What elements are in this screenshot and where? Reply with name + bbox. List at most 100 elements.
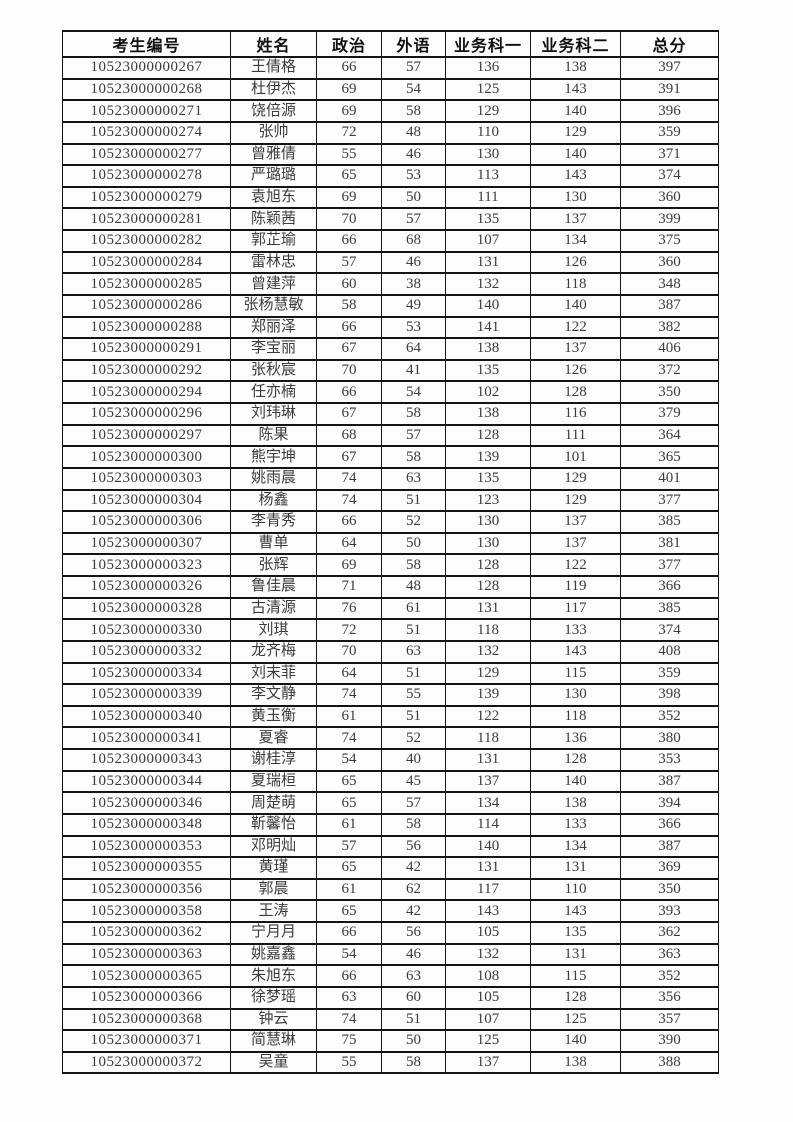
- cell-foreign_lang: 38: [381, 272, 446, 296]
- cell-total: 365: [620, 445, 719, 469]
- cell-subject_two: 129: [530, 466, 621, 491]
- cell-politics: 61: [316, 812, 382, 837]
- table-row: 10523000000267 王倩格 66 57 136 138 397: [62, 56, 719, 80]
- cell-subject_one: 125: [445, 77, 531, 102]
- cell-total: 369: [620, 856, 719, 880]
- cell-subject_one: 136: [445, 56, 531, 80]
- cell-subject_two: 138: [530, 791, 621, 815]
- cell-name: 黄玉衡: [230, 704, 317, 729]
- cell-subject_one: 117: [445, 877, 531, 902]
- cell-total: 371: [620, 142, 719, 167]
- cell-subject_one: 140: [445, 293, 531, 318]
- cell-name: 姚雨晨: [230, 466, 317, 491]
- cell-subject_two: 137: [530, 337, 621, 361]
- cell-total: 396: [620, 99, 719, 123]
- column-header-name: 姓名: [230, 30, 317, 58]
- cell-name: 张辉: [230, 553, 317, 577]
- cell-subject_one: 130: [445, 142, 531, 167]
- cell-name: 古清源: [230, 596, 317, 621]
- exam-score-table-container: 考生编号 姓名 政治 外语 业务科一 业务科二 总分 10523000000267 王倩格 66…: [62, 30, 719, 1075]
- cell-subject_one: 111: [445, 185, 531, 210]
- cell-name: 曾建萍: [230, 272, 317, 296]
- cell-name: 袁旭东: [230, 185, 317, 210]
- cell-foreign_lang: 57: [381, 56, 446, 80]
- cell-subject_two: 143: [530, 77, 621, 102]
- cell-total: 366: [620, 575, 719, 599]
- cell-name: 王倩格: [230, 56, 317, 80]
- cell-foreign_lang: 49: [381, 293, 446, 318]
- cell-foreign_lang: 53: [381, 164, 446, 188]
- cell-subject_one: 107: [445, 229, 531, 253]
- cell-politics: 66: [316, 510, 382, 534]
- cell-candidate_id: 10523000000307: [62, 531, 231, 556]
- cell-candidate_id: 10523000000296: [62, 402, 231, 426]
- cell-foreign_lang: 51: [381, 704, 446, 729]
- table-row: 10523000000277 曾雅倩 55 46 130 140 371: [62, 142, 719, 167]
- cell-politics: 69: [316, 77, 382, 102]
- cell-foreign_lang: 48: [381, 575, 446, 599]
- cell-candidate_id: 10523000000277: [62, 142, 231, 167]
- cell-politics: 60: [316, 272, 382, 296]
- cell-subject_two: 135: [530, 921, 621, 945]
- cell-total: 352: [620, 964, 719, 988]
- cell-subject_one: 139: [445, 445, 531, 469]
- cell-candidate_id: 10523000000300: [62, 445, 231, 469]
- cell-subject_one: 130: [445, 510, 531, 534]
- cell-politics: 75: [316, 1029, 382, 1053]
- cell-foreign_lang: 55: [381, 683, 446, 707]
- cell-foreign_lang: 63: [381, 964, 446, 988]
- cell-total: 401: [620, 466, 719, 491]
- cell-name: 刘玮琳: [230, 402, 317, 426]
- cell-foreign_lang: 51: [381, 618, 446, 642]
- cell-politics: 74: [316, 683, 382, 707]
- cell-subject_two: 115: [530, 964, 621, 988]
- cell-subject_one: 131: [445, 596, 531, 621]
- cell-foreign_lang: 61: [381, 596, 446, 621]
- cell-subject_one: 125: [445, 1029, 531, 1053]
- cell-subject_one: 134: [445, 791, 531, 815]
- cell-subject_two: 137: [530, 510, 621, 534]
- cell-candidate_id: 10523000000330: [62, 618, 231, 642]
- table-row: 10523000000372 吴童 55 58 137 138 388: [62, 1050, 719, 1075]
- cell-subject_one: 138: [445, 402, 531, 426]
- cell-subject_one: 143: [445, 899, 531, 923]
- table-row: 10523000000362 宁月月 66 56 105 135 362: [62, 921, 719, 945]
- table-row: 10523000000281 陈颖茜 70 57 135 137 399: [62, 207, 719, 231]
- cell-subject_one: 132: [445, 639, 531, 664]
- cell-name: 靳馨怡: [230, 812, 317, 837]
- column-header-subject_one: 业务科一: [445, 30, 531, 58]
- cell-foreign_lang: 60: [381, 985, 446, 1010]
- cell-subject_one: 135: [445, 466, 531, 491]
- table-row: 10523000000288 郑丽泽 66 53 141 122 382: [62, 315, 719, 340]
- cell-foreign_lang: 58: [381, 402, 446, 426]
- cell-candidate_id: 10523000000339: [62, 683, 231, 707]
- cell-name: 陈颖茜: [230, 207, 317, 231]
- cell-foreign_lang: 51: [381, 1007, 446, 1032]
- cell-subject_one: 131: [445, 856, 531, 880]
- cell-candidate_id: 10523000000362: [62, 921, 231, 945]
- cell-name: 郭晨: [230, 877, 317, 902]
- cell-foreign_lang: 56: [381, 921, 446, 945]
- cell-politics: 72: [316, 120, 382, 145]
- cell-candidate_id: 10523000000323: [62, 553, 231, 577]
- cell-subject_one: 128: [445, 423, 531, 448]
- cell-candidate_id: 10523000000267: [62, 56, 231, 80]
- cell-candidate_id: 10523000000278: [62, 164, 231, 188]
- cell-subject_one: 139: [445, 683, 531, 707]
- cell-total: 387: [620, 769, 719, 794]
- cell-name: 朱旭东: [230, 964, 317, 988]
- cell-subject_two: 134: [530, 834, 621, 859]
- cell-subject_two: 129: [530, 120, 621, 145]
- cell-subject_one: 118: [445, 618, 531, 642]
- cell-name: 周楚萌: [230, 791, 317, 815]
- table-row: 10523000000344 夏瑞桓 65 45 137 140 387: [62, 769, 719, 794]
- cell-name: 龙齐梅: [230, 639, 317, 664]
- cell-foreign_lang: 46: [381, 142, 446, 167]
- cell-politics: 65: [316, 164, 382, 188]
- cell-subject_two: 125: [530, 1007, 621, 1032]
- cell-total: 362: [620, 921, 719, 945]
- cell-foreign_lang: 57: [381, 423, 446, 448]
- cell-subject_one: 123: [445, 488, 531, 513]
- cell-name: 谢桂淳: [230, 748, 317, 772]
